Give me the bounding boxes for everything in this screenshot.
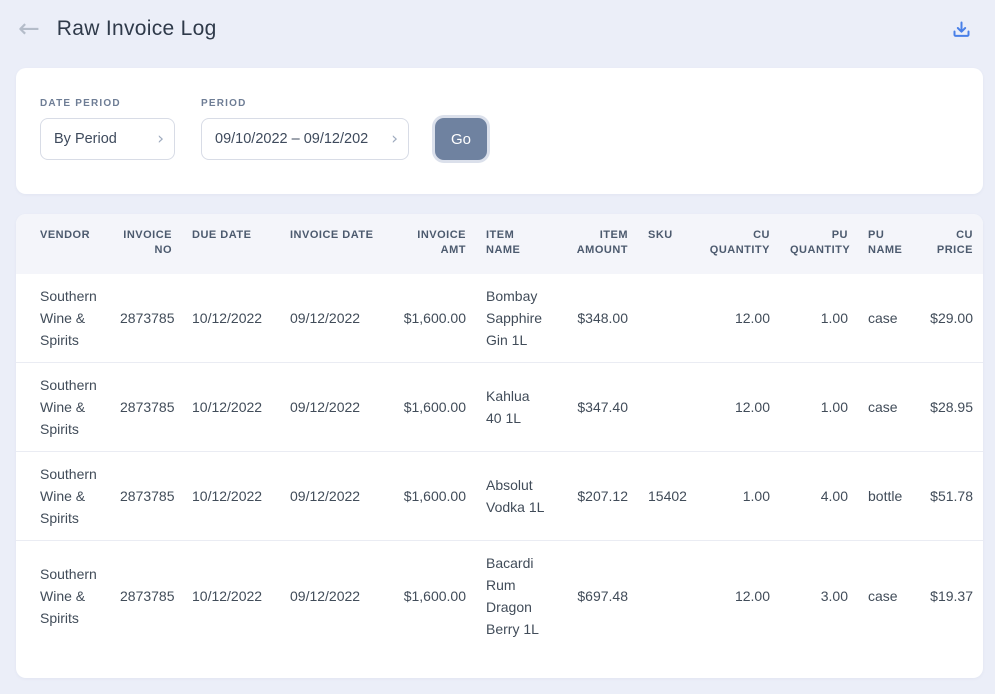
cell-pu-quantity: 4.00 (780, 451, 858, 541)
cell-invoice-date: 09/12/2022 (280, 451, 384, 541)
cell-item-name: Bombay Sapphire Gin 1L (486, 288, 543, 348)
cell-cu-quantity: 12.00 (734, 310, 770, 326)
cell-cu-price: $51.78 (920, 451, 983, 541)
cell-invoice-date: 09/12/2022 (290, 310, 361, 326)
invoice-table: VENDOR INVOICE NO DUE DATE INVOICE DATE INVO… (16, 214, 983, 651)
cell-vendor: Southern Wine & Spirits (40, 288, 97, 348)
date-period-field: DATE PERIOD By Period › (40, 98, 175, 160)
cell-sku (638, 540, 698, 651)
cell-invoice-amt: $1,600.00 (403, 310, 466, 326)
cell-due-date: 10/12/2022 (192, 310, 263, 326)
page-title: Raw Invoice Log (56, 17, 217, 40)
go-button[interactable]: Go (435, 118, 487, 160)
cell-invoice-no: 2873785 (120, 310, 175, 326)
cell-invoice-amt: $1,600.00 (384, 540, 476, 651)
cell-invoice-no: 2873785 (110, 540, 182, 651)
back-arrow-icon: ← (18, 14, 40, 44)
column-header-item-amount: ITEM AMOUNT (556, 214, 638, 274)
cell-invoice-amt: $1,600.00 (384, 451, 476, 541)
cell-invoice-no: 2873785 (110, 451, 182, 541)
date-period-value: By Period (54, 131, 117, 147)
column-header-sku: SKU (638, 214, 698, 274)
cell-vendor: Southern Wine & Spirits (16, 362, 110, 452)
table-row: Southern Wine & Spirits 2873785 10/12/2022… (16, 274, 983, 363)
back-button[interactable]: ← (14, 16, 44, 42)
download-button[interactable] (948, 14, 975, 45)
cell-cu-quantity: 1.00 (698, 451, 780, 541)
page-header: ← Raw Invoice Log (0, 0, 995, 58)
period-value: 09/10/2022 – 09/12/202 (215, 131, 369, 147)
column-header-invoice-no: INVOICE NO (110, 214, 182, 274)
cell-cu-price: $19.37 (920, 540, 983, 651)
cell-pu-name: case (858, 540, 920, 651)
cell-pu-quantity: 3.00 (780, 540, 858, 651)
table-header: VENDOR INVOICE NO DUE DATE INVOICE DATE INVO… (16, 214, 983, 274)
cell-vendor: Southern Wine & Spirits (16, 540, 110, 651)
cell-item-amount: $347.40 (556, 362, 638, 452)
cell-sku: 15402 (638, 451, 698, 541)
chevron-right-icon: › (391, 128, 398, 149)
cell-cu-quantity: 12.00 (698, 540, 780, 651)
column-header-pu-quantity: PU QUANTITY (780, 214, 858, 274)
cell-item-name: Bacardi Rum Dragon Berry 1L (476, 540, 556, 651)
column-header-invoice-amt: INVOICE AMT (384, 214, 476, 274)
table-row: Southern Wine & Spirits 2873785 10/12/2022… (16, 540, 983, 651)
cell-cu-price: $28.95 (920, 362, 983, 452)
chevron-right-icon: › (157, 128, 164, 149)
period-label: PERIOD (201, 98, 247, 109)
cell-sku (638, 274, 698, 363)
column-header-cu-price: CU PRICE (920, 214, 983, 274)
cell-invoice-date: 09/12/2022 (280, 362, 384, 452)
column-header-due-date: DUE DATE (182, 214, 280, 274)
cell-item-amount: $348.00 (577, 310, 628, 326)
column-header-invoice-date: INVOICE DATE (280, 214, 384, 274)
cell-item-name: Kahlua 40 1L (476, 362, 556, 452)
cell-invoice-date: 09/12/2022 (280, 540, 384, 651)
table-row: Southern Wine & Spirits 2873785 10/12/2022… (16, 451, 983, 541)
invoice-table-card: VENDOR INVOICE NO DUE DATE INVOICE DATE INVO… (16, 214, 983, 678)
cell-pu-name: case (868, 310, 898, 326)
cell-sku (638, 362, 698, 452)
download-icon (953, 21, 970, 37)
cell-item-amount: $207.12 (556, 451, 638, 541)
column-header-vendor: VENDOR (16, 214, 110, 274)
table-body: Southern Wine & Spirits 2873785 10/12/2022… (16, 274, 983, 651)
cell-pu-quantity: 1.00 (820, 310, 848, 326)
cell-due-date: 10/12/2022 (182, 540, 280, 651)
table-row: Southern Wine & Spirits 2873785 10/12/2022… (16, 362, 983, 452)
cell-item-amount: $697.48 (556, 540, 638, 651)
date-period-label: DATE PERIOD (40, 98, 121, 109)
cell-vendor: Southern Wine & Spirits (16, 451, 110, 541)
cell-cu-price: $29.00 (930, 310, 973, 326)
cell-due-date: 10/12/2022 (182, 451, 280, 541)
period-field: PERIOD 09/10/2022 – 09/12/202 › (201, 98, 409, 160)
cell-cu-quantity: 12.00 (698, 362, 780, 452)
column-header-cu-quantity: CU QUANTITY (698, 214, 780, 274)
table-header-row: VENDOR INVOICE NO DUE DATE INVOICE DATE INVO… (16, 214, 983, 274)
cell-invoice-amt: $1,600.00 (384, 362, 476, 452)
cell-pu-quantity: 1.00 (780, 362, 858, 452)
cell-due-date: 10/12/2022 (182, 362, 280, 452)
column-header-item-name: ITEM NAME (476, 214, 556, 274)
cell-invoice-no: 2873785 (110, 362, 182, 452)
date-period-select[interactable]: By Period › (40, 118, 175, 160)
cell-pu-name: bottle (858, 451, 920, 541)
column-header-pu-name: PU NAME (858, 214, 920, 274)
cell-pu-name: case (858, 362, 920, 452)
period-select[interactable]: 09/10/2022 – 09/12/202 › (201, 118, 409, 160)
cell-item-name: Absolut Vodka 1L (476, 451, 556, 541)
filter-panel: DATE PERIOD By Period › PERIOD 09/10/202… (16, 68, 983, 194)
